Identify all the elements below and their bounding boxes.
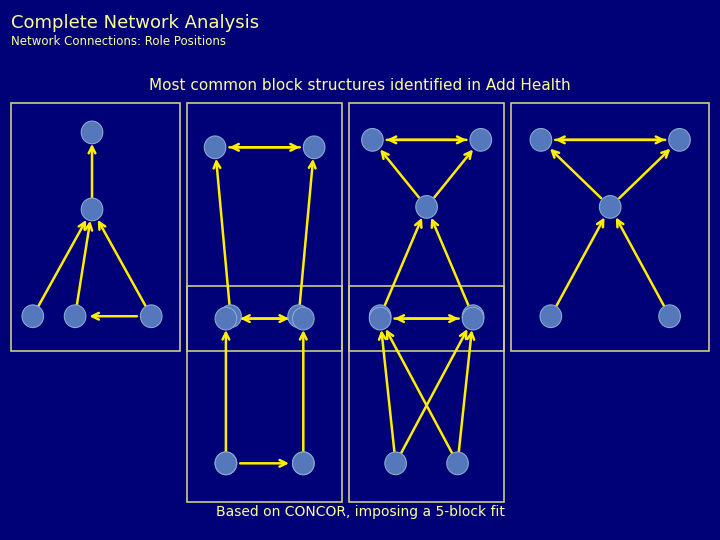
Ellipse shape (659, 305, 680, 328)
Bar (187, 103, 342, 351)
Ellipse shape (369, 307, 391, 330)
Bar (11, 103, 180, 351)
Ellipse shape (303, 136, 325, 159)
Ellipse shape (530, 129, 552, 151)
Ellipse shape (288, 305, 310, 328)
Ellipse shape (369, 305, 391, 328)
Ellipse shape (220, 305, 241, 328)
Bar (187, 286, 342, 502)
Ellipse shape (540, 305, 562, 328)
Ellipse shape (204, 136, 226, 159)
Ellipse shape (446, 452, 468, 475)
Ellipse shape (64, 305, 86, 328)
Ellipse shape (292, 452, 314, 475)
Ellipse shape (292, 452, 314, 475)
Ellipse shape (215, 452, 237, 475)
Ellipse shape (416, 195, 438, 218)
Bar (511, 103, 709, 351)
Bar (349, 286, 504, 502)
Ellipse shape (81, 198, 103, 221)
Ellipse shape (669, 129, 690, 151)
Ellipse shape (470, 129, 492, 151)
Text: Based on CONCOR, imposing a 5-block fit: Based on CONCOR, imposing a 5-block fit (215, 505, 505, 519)
Ellipse shape (384, 452, 406, 475)
Ellipse shape (361, 129, 383, 151)
Ellipse shape (140, 305, 162, 328)
Ellipse shape (462, 305, 484, 328)
Ellipse shape (215, 452, 237, 475)
Bar (349, 103, 504, 351)
Ellipse shape (22, 305, 44, 328)
Ellipse shape (81, 121, 103, 144)
Text: Complete Network Analysis: Complete Network Analysis (11, 14, 259, 31)
Text: Most common block structures identified in Add Health: Most common block structures identified … (149, 78, 571, 93)
Text: Network Connections: Role Positions: Network Connections: Role Positions (11, 35, 226, 48)
Ellipse shape (292, 307, 314, 330)
Ellipse shape (462, 307, 484, 330)
Ellipse shape (599, 195, 621, 218)
Ellipse shape (215, 307, 237, 330)
